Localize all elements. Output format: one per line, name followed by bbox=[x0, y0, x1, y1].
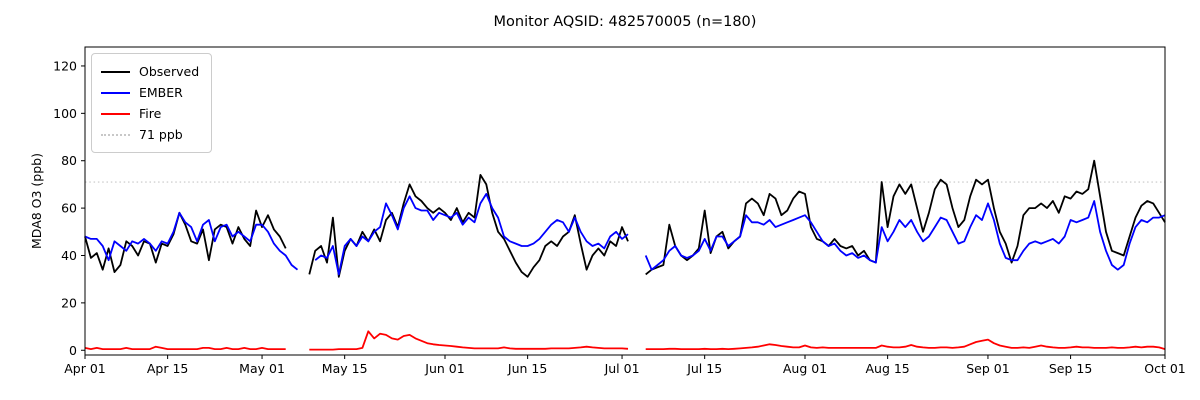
fire-line-swatch bbox=[101, 112, 130, 115]
y-tick-label: 100 bbox=[53, 106, 77, 121]
x-tick-label: Jun 15 bbox=[507, 361, 547, 376]
fire-line bbox=[84, 345, 286, 351]
y-tick-label: 0 bbox=[69, 343, 77, 358]
ember-line-swatch bbox=[101, 91, 130, 94]
reference-line-swatch bbox=[101, 133, 130, 136]
x-tick-label: Sep 15 bbox=[1049, 361, 1092, 376]
legend: Observed EMBER Fire 71 ppb bbox=[91, 53, 213, 153]
fire-line bbox=[309, 330, 629, 351]
x-tick-label: Sep 01 bbox=[966, 361, 1009, 376]
y-tick-label: 80 bbox=[61, 153, 77, 168]
chart-title: Monitor AQSID: 482570005 (n=180) bbox=[493, 14, 757, 30]
ember-line bbox=[84, 211, 299, 271]
ember-line bbox=[644, 200, 1166, 271]
y-tick-label: 120 bbox=[53, 58, 77, 73]
x-tick-label: Jul 01 bbox=[604, 361, 640, 376]
fire-line bbox=[645, 338, 1166, 351]
x-tick-label: Jun 01 bbox=[424, 361, 464, 376]
x-tick-label: Jul 15 bbox=[686, 361, 722, 376]
legend-entry-71ppb: 71 ppb bbox=[101, 124, 199, 145]
x-tick-label: May 01 bbox=[239, 361, 285, 376]
y-tick-label: 20 bbox=[61, 295, 77, 310]
legend-label-observed: Observed bbox=[139, 64, 200, 79]
x-tick-label: May 15 bbox=[322, 361, 368, 376]
y-tick-label: 40 bbox=[61, 248, 77, 263]
x-tick-label: Oct 01 bbox=[1144, 361, 1186, 376]
ember-line bbox=[314, 192, 629, 276]
legend-entry-fire: Fire bbox=[101, 103, 199, 124]
legend-label-ember: EMBER bbox=[139, 85, 183, 100]
x-tick-label: Apr 01 bbox=[64, 361, 106, 376]
x-tick-label: Apr 15 bbox=[147, 361, 189, 376]
y-axis-label: MDA8 O3 (ppb) bbox=[29, 153, 44, 249]
x-tick-label: Aug 01 bbox=[783, 361, 827, 376]
legend-label-fire: Fire bbox=[139, 106, 162, 121]
x-tick-label: Aug 15 bbox=[865, 361, 909, 376]
y-tick-label: 60 bbox=[61, 201, 77, 216]
legend-entry-observed: Observed bbox=[101, 61, 199, 82]
observed-line-swatch bbox=[101, 70, 130, 73]
legend-label-71ppb: 71 ppb bbox=[139, 127, 183, 142]
plot-border bbox=[84, 46, 1166, 356]
legend-entry-ember: EMBER bbox=[101, 82, 199, 103]
observed-line bbox=[308, 173, 629, 278]
